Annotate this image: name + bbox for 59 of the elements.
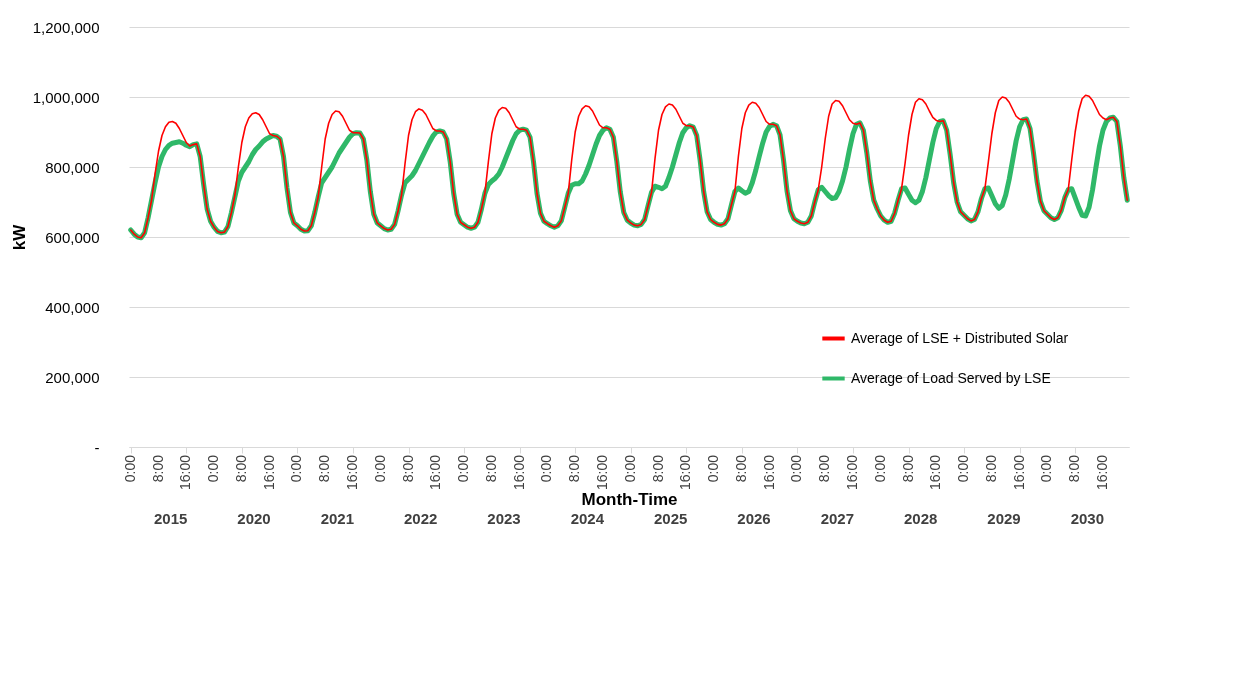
x-tick-label: 16:00 [927,454,944,491]
x-tick-label: 8:00 [649,454,666,483]
y-tick-label: 1,200,000 [32,18,100,36]
y-tick-label: - [94,438,100,456]
x-axis-title: Month-Time [581,490,678,509]
x-tick-label: 16:00 [510,454,527,491]
x-tick-label: 16:00 [593,454,610,491]
text: 2021 [320,510,355,527]
x-tick-label: 0:00 [788,454,805,483]
x-tick-label: 8:00 [482,454,499,483]
x-tick-label: 0:00 [955,454,972,483]
x-tick-label: 8:00 [899,454,916,483]
y-tick-label: 400,000 [45,298,100,316]
x-tick-label: 0:00 [371,454,388,483]
legend-label: Average of Load Served by LSE [851,369,1051,386]
text: 2022 [403,510,438,527]
text: 2015 [153,510,188,527]
y-tick-label: 600,000 [45,228,100,246]
x-tick-label: 0:00 [121,454,138,483]
x-tick-label: 0:00 [205,454,222,483]
x-tick-label: 16:00 [1093,454,1110,491]
legend-label: Average of LSE + Distributed Solar [851,329,1069,346]
x-tick-label: 8:00 [399,454,416,483]
x-tick-label: 8:00 [732,454,749,483]
y-tick-label: 1,000,000 [32,88,100,106]
text: 2025 [653,510,688,527]
x-tick-label: 8:00 [1066,454,1083,483]
x-tick-label: 0:00 [871,454,888,483]
x-tick-label: 16:00 [760,454,777,491]
text: 2024 [570,510,605,527]
x-tick-label: 16:00 [177,454,194,491]
y-tick-label: 800,000 [45,158,100,176]
x-tick-label: 0:00 [288,454,305,483]
text: 2020 [237,510,271,527]
x-tick-label: 16:00 [843,454,860,491]
x-tick-label: 8:00 [149,454,166,483]
text: 2027 [820,510,855,527]
x-tick-label: 0:00 [455,454,472,483]
x-tick-label: 8:00 [316,454,333,483]
text: 2028 [903,510,938,527]
text: 2029 [987,510,1021,527]
x-tick-label: 16:00 [427,454,444,491]
x-tick-label: 0:00 [538,454,555,483]
x-tick-label: 0:00 [621,454,638,483]
y-tick-label: 200,000 [45,368,100,386]
x-tick-label: 0:00 [705,454,722,483]
text: 2030 [1070,510,1105,527]
text: 2023 [487,510,521,527]
x-tick-label: 16:00 [260,454,277,491]
text: 2026 [737,510,771,527]
y-axis-title: kW [9,223,29,251]
x-tick-label: 16:00 [677,454,694,491]
x-tick-label: 0:00 [1038,454,1055,483]
x-tick-label: 16:00 [343,454,360,491]
x-tick-label: 16:00 [1010,454,1027,491]
x-tick-label: 8:00 [816,454,833,483]
x-tick-label: 8:00 [232,454,249,483]
x-tick-label: 8:00 [982,454,999,483]
x-tick-label: 8:00 [566,454,583,483]
